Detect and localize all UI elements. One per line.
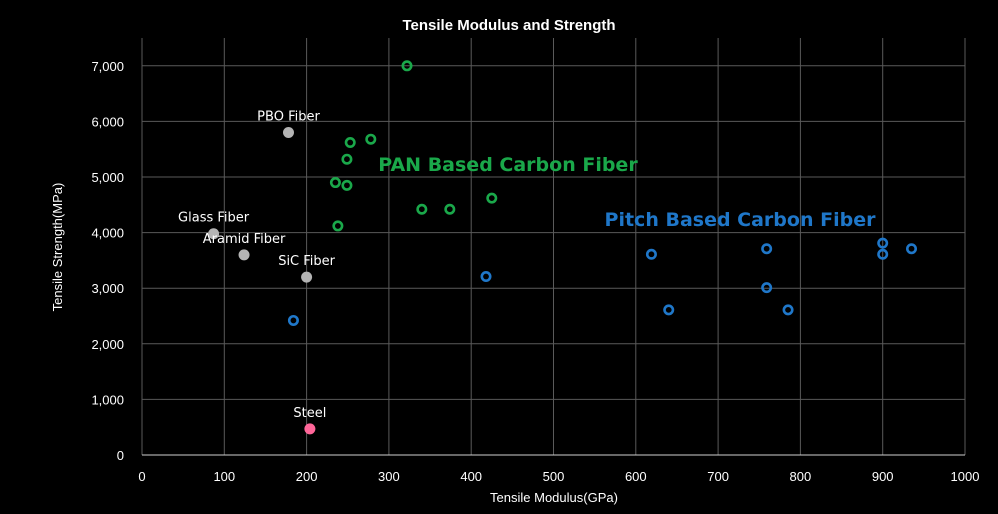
data-point [282, 127, 294, 139]
data-point [208, 228, 220, 240]
y-tick-label: 7,000 [91, 59, 124, 74]
data-point [444, 203, 456, 215]
data-point [344, 137, 356, 149]
data-point [761, 282, 773, 294]
data-point [301, 271, 313, 283]
x-axis-ticks: 0 100 200 300 400 500 600 700 800 900 1000 [138, 469, 979, 484]
group-label-pitch: Pitch Based Carbon Fiber [605, 209, 877, 231]
data-point [287, 314, 299, 326]
y-tick-label: 4,000 [91, 226, 124, 241]
y-tick-label: 6,000 [91, 114, 124, 129]
x-tick-label: 300 [378, 469, 400, 484]
x-tick-label: 800 [790, 469, 812, 484]
data-point [401, 60, 413, 72]
data-point [486, 192, 498, 204]
data-point [341, 153, 353, 165]
data-point [782, 304, 794, 316]
x-tick-label: 100 [213, 469, 235, 484]
x-tick-label: 900 [872, 469, 894, 484]
point-label: PBO Fiber [257, 110, 320, 125]
data-point [416, 203, 428, 215]
data-points [208, 60, 918, 435]
y-tick-label: 2,000 [91, 337, 124, 352]
y-tick-label: 1,000 [91, 392, 124, 407]
data-point [329, 177, 341, 189]
x-axis-label: Tensile Modulus(GPa) [490, 490, 618, 505]
y-tick-label: 0 [117, 448, 124, 463]
data-point [663, 304, 675, 316]
data-point [341, 179, 353, 191]
data-point [238, 249, 250, 261]
data-point [877, 248, 889, 260]
point-annotations: PBO Fiber Glass Fiber Aramid Fiber SiC Fibe… [178, 110, 336, 421]
data-point [877, 237, 889, 249]
y-axis-ticks: 0 1,000 2,000 3,000 4,000 5,000 6,000 7,000 [91, 59, 124, 463]
point-label: Glass Fiber [178, 211, 250, 226]
y-axis-label: Tensile Strength(MPa) [50, 183, 65, 312]
point-label: Steel [293, 406, 326, 421]
x-tick-label: 400 [460, 469, 482, 484]
y-tick-label: 3,000 [91, 281, 124, 296]
x-tick-label: 500 [543, 469, 565, 484]
x-tick-label: 200 [296, 469, 318, 484]
data-point [365, 133, 377, 145]
data-point [645, 248, 657, 260]
data-point [906, 243, 918, 255]
x-tick-label: 0 [138, 469, 145, 484]
y-tick-label: 5,000 [91, 170, 124, 185]
data-point [304, 423, 316, 435]
x-tick-label: 700 [707, 469, 729, 484]
group-label-pan: PAN Based Carbon Fiber [378, 154, 638, 176]
x-tick-label: 1000 [951, 469, 980, 484]
x-tick-label: 600 [625, 469, 647, 484]
grid [141, 38, 966, 456]
data-point [332, 220, 344, 232]
point-label: SiC Fiber [278, 254, 335, 269]
data-point [480, 271, 492, 283]
data-point [761, 243, 773, 255]
chart-title: Tensile Modulus and Strength [402, 17, 615, 34]
point-label: Aramid Fiber [203, 232, 286, 247]
